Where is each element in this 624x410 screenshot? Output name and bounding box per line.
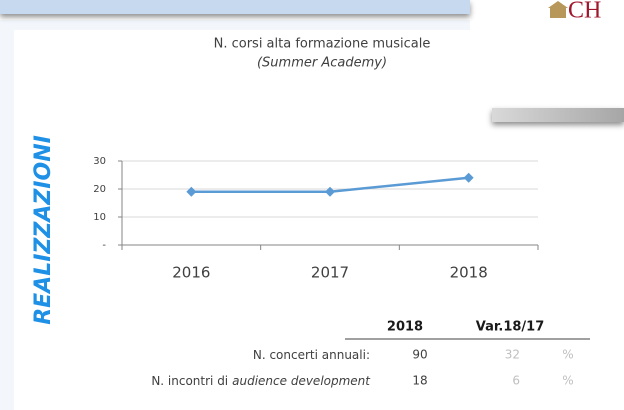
y-tick-label: 30: [93, 156, 106, 167]
table-header: Var.18/17: [476, 320, 545, 335]
x-tick-label: 2017: [311, 264, 349, 282]
content-area: [14, 30, 470, 410]
logo-text: CH: [568, 0, 601, 24]
row-var: 6: [512, 374, 520, 388]
table-header: 2018: [387, 320, 423, 335]
marker: [325, 186, 335, 197]
y-tick-label: 20: [93, 184, 106, 195]
logo-icon: [548, 1, 568, 18]
chart-title: N. corsi alta formazione musicale: [214, 37, 431, 52]
row-value: 18: [412, 374, 427, 388]
row-label: N. concerti annuali:: [253, 348, 370, 362]
row-label-part: N. incontri di: [151, 374, 228, 388]
table: 2018 Var.18/17 N. concerti annuali: 90 32 % N.…: [151, 320, 590, 388]
chart-subtitle: (Summer Academy): [257, 56, 387, 71]
gray-band: [492, 108, 624, 122]
y-tick-label: -: [102, 240, 106, 251]
row-label: N. incontri di audience development: [151, 374, 371, 388]
row-var: 32: [505, 348, 520, 362]
marker: [186, 186, 197, 197]
row-label-part: N. concerti annuali:: [253, 348, 370, 362]
x-tick-label: 2016: [172, 264, 210, 282]
y-tick-label: 10: [93, 212, 106, 223]
side-label: REALIZZAZIONI: [31, 135, 56, 325]
chart: - 10 20 30 2016 2017 2018: [93, 156, 539, 282]
row-value: 90: [412, 348, 427, 362]
marker: [463, 172, 474, 183]
row-unit: %: [562, 348, 573, 362]
top-band: [0, 0, 470, 14]
row-unit: %: [562, 374, 573, 388]
row-label-part: audience development: [232, 374, 371, 388]
x-tick-label: 2018: [450, 264, 488, 282]
